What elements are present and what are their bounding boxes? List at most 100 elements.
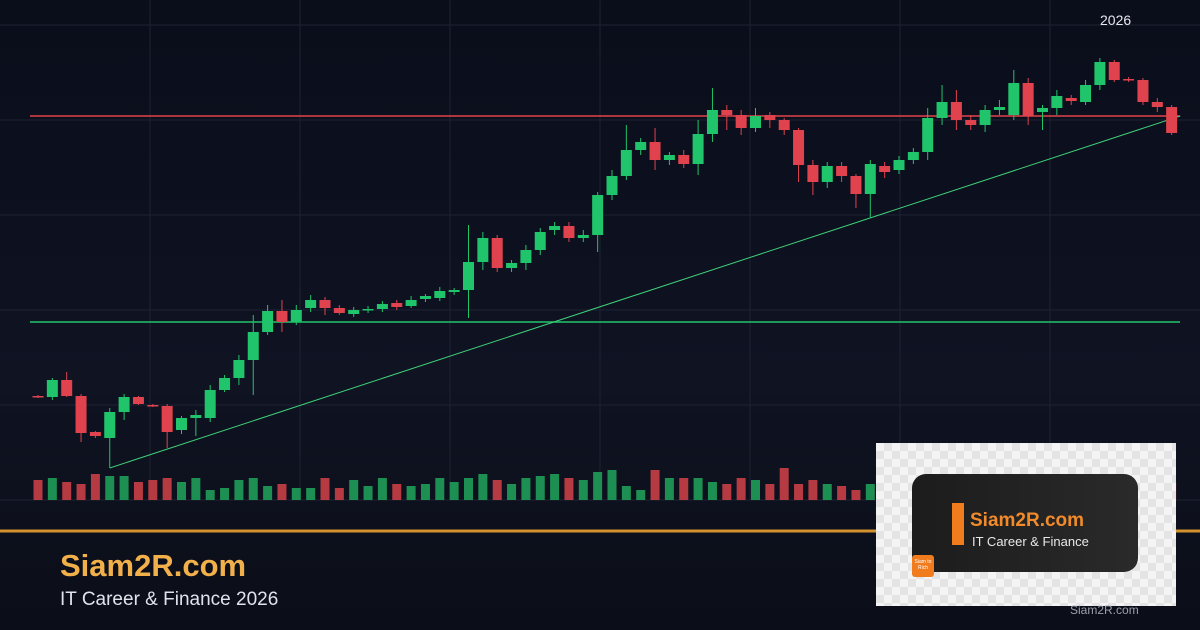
volume-bar [191, 478, 201, 500]
volume-bar [363, 486, 373, 500]
candle-body [333, 308, 345, 313]
candle-body [89, 432, 101, 436]
volume-bar [420, 484, 430, 500]
candle-body [190, 415, 202, 418]
candle-body [922, 118, 934, 152]
volume-bar [248, 478, 258, 500]
candle-body [219, 378, 231, 390]
candle-body [1108, 62, 1120, 80]
candle-body [793, 130, 805, 165]
candle-body [750, 116, 761, 128]
volume-bar [621, 486, 631, 500]
candle-body [663, 155, 675, 160]
volume-bar [392, 484, 402, 500]
candle-body [247, 332, 259, 360]
candle-body [563, 226, 575, 238]
volume-bar [162, 478, 172, 500]
candle-body [706, 110, 718, 134]
candle-body [434, 291, 446, 298]
site-subtitle: IT Career & Finance 2026 [60, 589, 279, 610]
candle-body [32, 396, 44, 398]
volume-bar [320, 478, 330, 500]
volume-bar [751, 480, 760, 500]
candle-body [305, 300, 317, 308]
candle-body [907, 152, 919, 160]
candle-body [276, 311, 288, 322]
candle-body [692, 134, 704, 164]
candle-body [635, 142, 647, 150]
candle-body [1022, 83, 1034, 116]
volume-bar [277, 484, 287, 500]
candle-body [678, 155, 690, 164]
volume-bar [33, 480, 43, 500]
volume-bar [636, 490, 646, 500]
volume-bar [593, 472, 603, 500]
volume-bar [449, 482, 459, 500]
volume-bar [435, 478, 445, 500]
candle-body [405, 300, 417, 306]
candle-body [1166, 107, 1178, 133]
volume-bar [349, 480, 359, 500]
candle-body [534, 232, 546, 250]
volume-bar [564, 478, 574, 500]
volume-bar [133, 482, 143, 500]
candle-body [879, 166, 891, 172]
logo-title: Siam2R.com [970, 510, 1085, 531]
volume-bar [607, 470, 617, 500]
volume-bar [406, 486, 416, 500]
volume-bar [507, 484, 517, 500]
candle-body [1094, 62, 1106, 85]
volume-bar [90, 474, 100, 500]
candle-body [965, 120, 977, 125]
volume-bar [578, 480, 588, 500]
candle-body [262, 311, 274, 332]
volume-bar [865, 484, 875, 500]
candle-body [1037, 108, 1048, 112]
candle-body [348, 310, 360, 314]
candle-body [233, 360, 245, 378]
volume-bar [722, 484, 732, 500]
candle-body [290, 310, 302, 322]
candle-body [75, 396, 87, 433]
candle-body [491, 238, 503, 268]
volume-bar [779, 468, 789, 500]
candle-body [735, 115, 747, 128]
volume-bar [478, 474, 488, 500]
candle-body [104, 412, 116, 438]
candle-body [1137, 80, 1149, 102]
candle-body [577, 235, 589, 238]
volume-bar [808, 480, 818, 500]
volume-bar [205, 490, 215, 500]
candle-body [936, 102, 948, 118]
logo-icon: Siam to Rich [912, 555, 934, 577]
volume-bar [177, 482, 186, 500]
candle-body [1065, 98, 1077, 101]
candle-body [993, 107, 1005, 110]
volume-bar [550, 474, 560, 500]
volume-bar [76, 484, 86, 500]
candle-body [61, 380, 73, 396]
volume-bar [822, 484, 832, 500]
volume-bar [693, 478, 703, 500]
volume-bar [291, 488, 301, 500]
candle-body [147, 405, 159, 407]
volume-bar [765, 484, 775, 500]
volume-bar [679, 478, 689, 500]
volume-bar [707, 482, 717, 500]
logo-bar [952, 503, 964, 545]
site-title: Siam2R.com [60, 548, 247, 583]
candle-body [821, 166, 833, 182]
candle-body [376, 304, 388, 309]
volume-bar [464, 478, 473, 500]
volume-bar [377, 478, 387, 500]
volume-bar [521, 478, 531, 500]
volume-bar [234, 480, 244, 500]
candle-body [979, 110, 991, 125]
candle-body [161, 406, 173, 432]
volume-bar [851, 490, 861, 500]
volume-bar [148, 480, 158, 500]
candle-body [778, 120, 790, 130]
candle-body [850, 176, 862, 194]
volume-bar [62, 482, 72, 500]
volume-bar [794, 484, 804, 500]
